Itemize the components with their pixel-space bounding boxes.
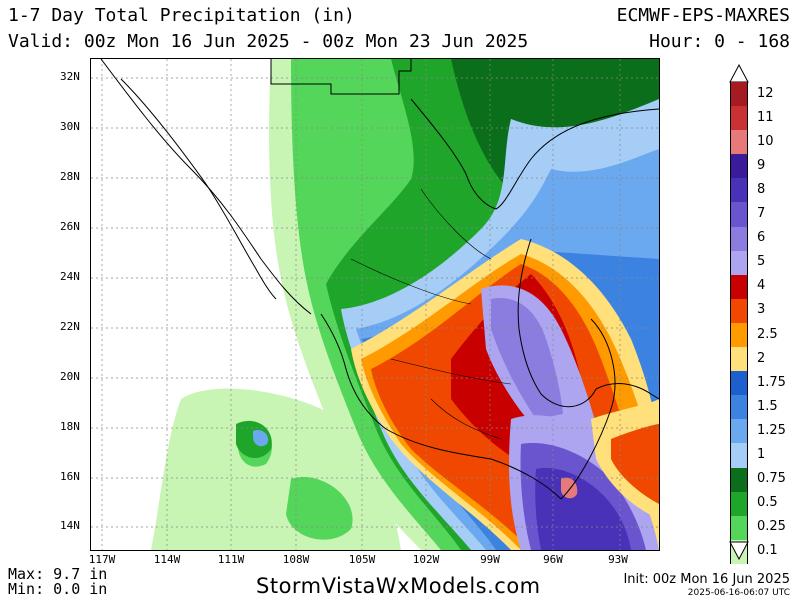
colorbar-label: 1 — [757, 446, 766, 462]
colorbar-label: 6 — [757, 230, 766, 246]
lat-label: 24N — [60, 270, 80, 283]
colorbar-swatch — [730, 250, 748, 275]
colorbar-swatch — [730, 226, 748, 251]
colorbar-label: 5 — [757, 254, 766, 270]
colorbar-label: 1.75 — [757, 374, 786, 390]
colorbar-label: 2.5 — [757, 326, 778, 342]
colorbar-label: 0.5 — [757, 494, 778, 510]
colorbar-label: 11 — [757, 110, 774, 126]
state-borders — [350, 188, 512, 440]
map-canvas — [91, 59, 659, 550]
lon-label: 105W — [348, 553, 376, 566]
colorbar-label: 3 — [757, 302, 766, 318]
colorbar-swatch — [730, 82, 748, 107]
colorbar-label: 8 — [757, 182, 766, 198]
colorbar-label: 7 — [757, 206, 766, 222]
forecast-hour-range: Hour: 0 - 168 — [649, 31, 790, 52]
precipitation-map — [90, 58, 660, 551]
colorbar-swatch — [730, 106, 748, 131]
colorbar-label: 12 — [757, 86, 774, 101]
lat-label: 22N — [60, 320, 80, 333]
lat-label: 30N — [60, 120, 80, 133]
colorbar-swatch — [730, 178, 748, 203]
lon-label: 108W — [282, 553, 310, 566]
colorbar-swatch — [730, 154, 748, 179]
colorbar-swatch — [730, 419, 748, 444]
lat-label: 18N — [60, 420, 80, 433]
max-min-block: Max: 9.7 in Min: 0.0 in — [8, 567, 107, 597]
colorbar-label: 4 — [757, 278, 766, 294]
max-value: Max: 9.7 in — [8, 565, 108, 583]
min-value: Min: 0.0 in — [8, 580, 108, 598]
colorbar-swatch — [730, 371, 748, 396]
colorbar — [730, 82, 748, 564]
colorbar-label: 0.1 — [757, 542, 778, 558]
colorbar-swatch — [730, 491, 748, 516]
colorbar-swatch — [730, 443, 748, 468]
colorbar-label: 9 — [757, 158, 766, 174]
lat-label: 32N — [60, 70, 80, 83]
coastlines — [100, 59, 659, 500]
colorbar-swatch — [730, 395, 748, 420]
lon-label: 96W — [543, 553, 563, 566]
colorbar-label: 1.25 — [757, 422, 786, 438]
colorbar-label: 0.75 — [757, 470, 786, 486]
precip-fields — [151, 59, 659, 550]
site-watermark: StormVistaWxModels.com — [256, 574, 541, 598]
colorbar-label: 2 — [757, 350, 766, 366]
valid-period: Valid: 00z Mon 16 Jun 2025 - 00z Mon 23 … — [8, 31, 529, 52]
lat-label: 16N — [60, 470, 80, 483]
colorbar-top-arrow — [729, 64, 749, 83]
lon-label: 99W — [480, 553, 500, 566]
colorbar-swatch — [730, 130, 748, 155]
colorbar-swatch — [730, 347, 748, 372]
lon-label: 111W — [217, 553, 245, 566]
lat-label: 14N — [60, 519, 80, 532]
lat-label: 28N — [60, 170, 80, 183]
lon-label: 102W — [412, 553, 440, 566]
colorbar-label: 0.25 — [757, 518, 786, 534]
colorbar-swatch — [730, 274, 748, 299]
generated-timestamp: 2025-06-16-06:07 UTC — [687, 588, 790, 598]
colorbar-swatch — [730, 515, 748, 540]
lon-label: 114W — [153, 553, 181, 566]
colorbar-swatch — [730, 202, 748, 227]
lon-label: 93W — [608, 553, 628, 566]
colorbar-swatch — [730, 298, 748, 323]
init-time: Init: 00z Mon 16 Jun 2025 — [623, 572, 790, 587]
lon-label: 117W — [88, 553, 116, 566]
map-title: 1-7 Day Total Precipitation (in) — [8, 5, 355, 26]
colorbar-bottom-arrow — [729, 541, 749, 560]
lat-label: 26N — [60, 220, 80, 233]
colorbar-label: 10 — [757, 134, 774, 150]
graticule — [91, 59, 659, 550]
colorbar-swatch — [730, 467, 748, 492]
lat-label: 20N — [60, 370, 80, 383]
colorbar-label: 1.5 — [757, 398, 778, 414]
colorbar-swatch — [730, 322, 748, 348]
model-name: ECMWF-EPS-MAXRES — [616, 5, 790, 26]
